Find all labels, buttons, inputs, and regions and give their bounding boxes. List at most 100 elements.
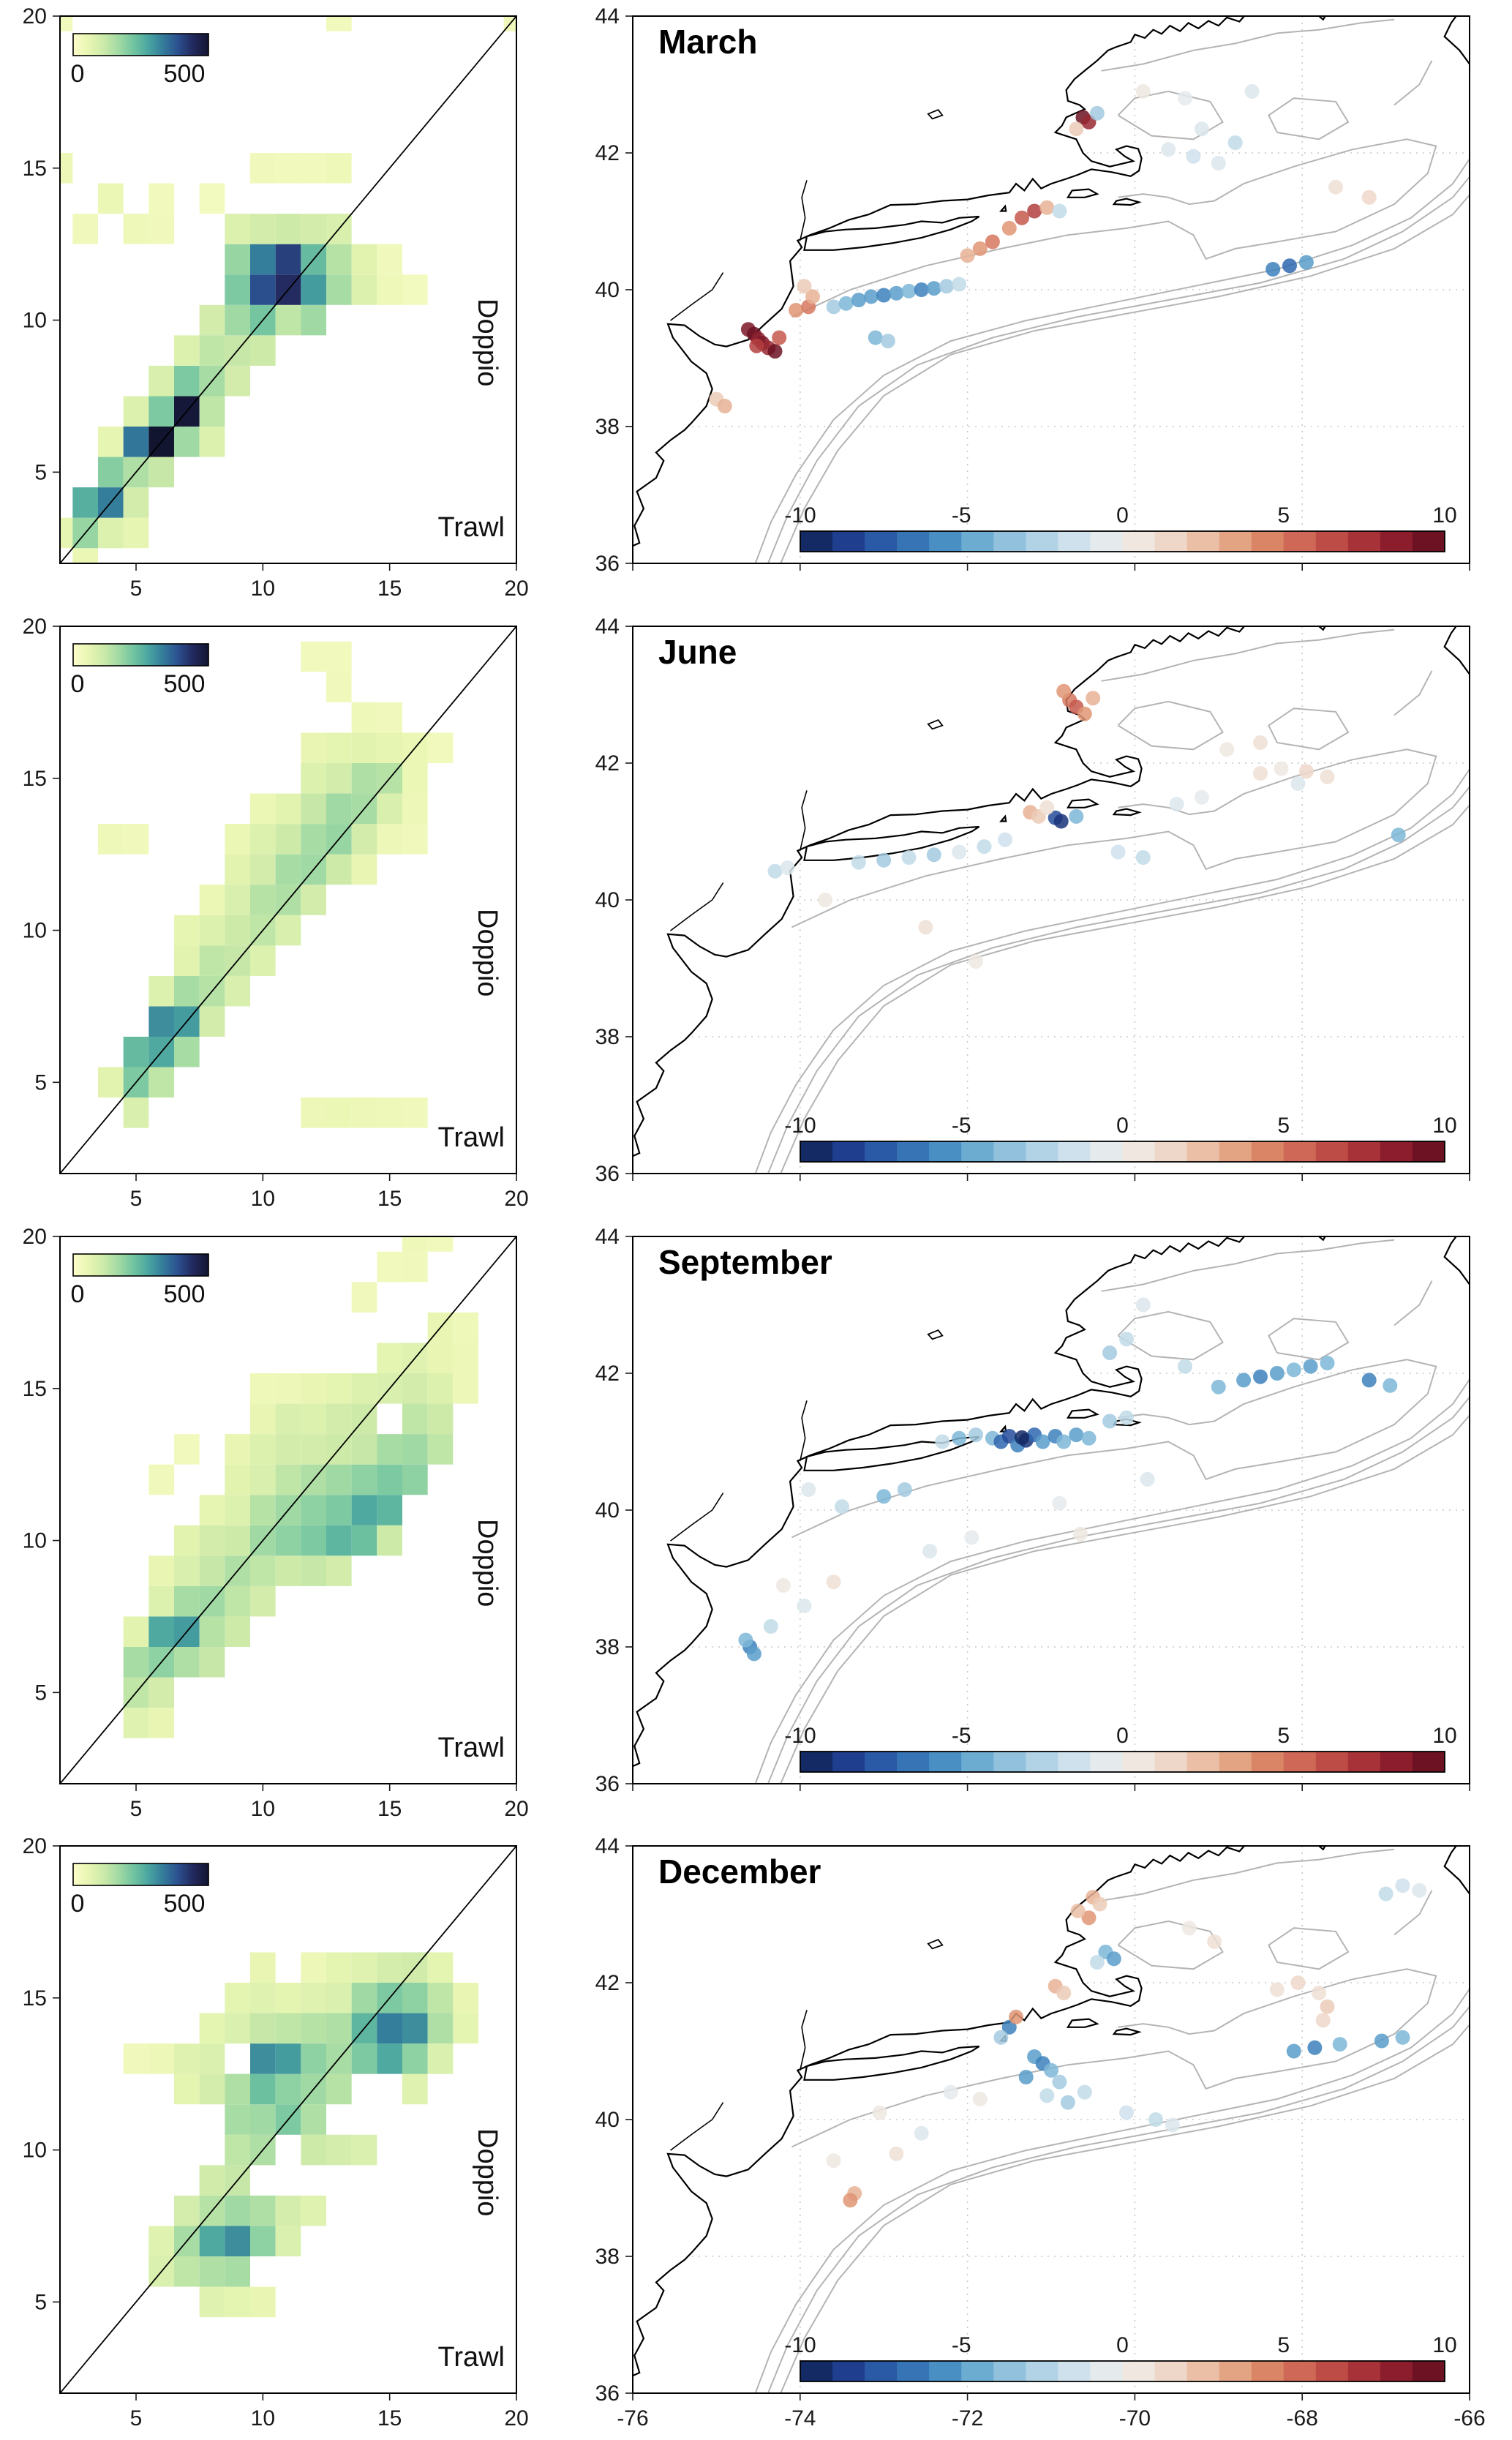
heatmap-cell [301,641,326,672]
bathymetry-contour [1393,1280,1433,1326]
heatmap-cell [174,915,200,946]
heatmap-cell [123,1646,149,1678]
scatter-point [1412,1883,1427,1899]
bathymetry-contour [1393,1890,1433,1936]
scatter-point [968,953,983,969]
colorbar-segment [1058,1751,1091,1772]
heatmap-cell [225,2256,250,2287]
bathymetry-contour [767,785,1470,1174]
heatmap-cell [275,153,301,184]
y-tick-label: 42 [595,141,620,165]
scatter-point [943,2084,958,2100]
heatmap-cell [174,1433,200,1465]
y-tick-label: 40 [595,888,620,912]
trawl-axis-label: Trawl [437,1732,505,1763]
map-panel-june: -10 -5 0 5 10 36 38 40 42 44 June [556,610,1512,1220]
scatter-point [1312,1986,1327,2001]
heatmap-cell [427,732,454,763]
heatmap-cell [377,2043,402,2074]
heatmap-cell [326,1494,352,1525]
bathymetry-contour [1117,1310,1224,1360]
scatter-point [1328,179,1343,195]
colorbar-segment [800,1751,833,1772]
heatmap-cell [351,732,377,763]
heatmap-cell [402,2043,428,2074]
lake-outline [927,109,944,120]
scatter-point [1102,1345,1118,1360]
colorbar-min-label: 0 [70,1280,85,1308]
heatmap-cell [377,1464,402,1495]
coastline [633,626,1246,1157]
scatter-point [952,1430,967,1446]
heatmap-cell [72,487,98,518]
colorbar-segment [1154,531,1188,552]
heatmap-cell [275,2226,301,2257]
colorbar-segment [1251,1141,1285,1162]
scatter-point [1169,796,1184,811]
scatter-point [926,281,941,296]
y-tick-label: 44 [595,1225,620,1249]
scatter-point [1070,1904,1086,1919]
scatter-point [868,330,883,345]
scatter-point [1290,776,1306,791]
x-tick-label: 20 [504,2406,528,2430]
colorbar-segment [1315,2361,1349,2382]
heatmap-cell [225,1494,250,1525]
scatter-point [935,1434,950,1449]
heatmap-cell [326,1983,352,2013]
heatmap-cell [402,1373,428,1404]
row-march: 5 10 15 20 5 10 15 20 0 500 Trawl Doppio -10 -5 0… [0,0,1512,610]
histogram-panel-june: 5 10 15 20 5 10 15 20 0 500 Trawl Doppio [0,610,556,1220]
colorbar-segment [1412,531,1445,552]
heatmap-cell [275,1403,301,1434]
heatmap-cell [225,2135,250,2166]
colorbar-segment [1154,1141,1188,1162]
colorbar-segment [800,1141,833,1162]
x-tick-label: -72 [952,2406,983,2430]
scatter-point [763,1618,778,1634]
scatter-point [926,847,941,863]
y-tick-label: 40 [595,2108,620,2132]
colorbar-tick-label: 0 [1116,2333,1129,2357]
y-tick-label: 5 [34,460,47,484]
scatter-point [1148,2112,1163,2128]
heatmap-cell [123,1615,149,1647]
heatmap-cell [250,2286,276,2318]
colorbar-segment [993,531,1026,552]
heatmap-cell [326,641,352,672]
coastline [998,814,1007,822]
colorbar-segment [865,531,898,552]
histogram-colorbar [72,33,209,56]
heatmap-cell [148,214,174,244]
colorbar-tick-label: -10 [784,503,816,528]
map-september-plot: -10 -5 0 5 10 36 38 40 42 44 [595,1225,1470,1796]
heatmap-cell [60,153,73,184]
y-tick-label: 36 [595,1772,620,1796]
heatmap-cell [351,823,377,855]
heatmap-cell [301,153,326,184]
x-tick-label: 15 [377,1797,402,1821]
y-tick-label: 20 [23,1834,47,1858]
scatter-point [1086,690,1101,705]
heatmap-cell [225,884,250,915]
heatmap-cell [326,1097,352,1128]
heatmap-cell [199,335,225,366]
river-line [670,882,724,931]
map-month-title: December [658,1852,821,1891]
heatmap-cell [174,945,200,976]
scatter-point [1374,2033,1389,2049]
colorbar-tick-label: 10 [1432,2333,1456,2357]
bathymetry-contour [1117,1921,1224,1970]
scatter-point [1303,1359,1318,1374]
heatmap-cell [351,2135,377,2166]
colorbar-segment [1347,531,1381,552]
scatter-point [1077,2084,1092,2100]
y-tick-label: 36 [595,552,620,576]
map-colorbar [800,530,1445,552]
scatter-point [797,1598,812,1613]
heatmap-cell [377,1251,402,1282]
heatmap-cell [402,1236,428,1252]
heatmap-cell [225,214,250,244]
heatmap-cell [225,1433,250,1465]
heatmap-cell [174,975,200,1007]
